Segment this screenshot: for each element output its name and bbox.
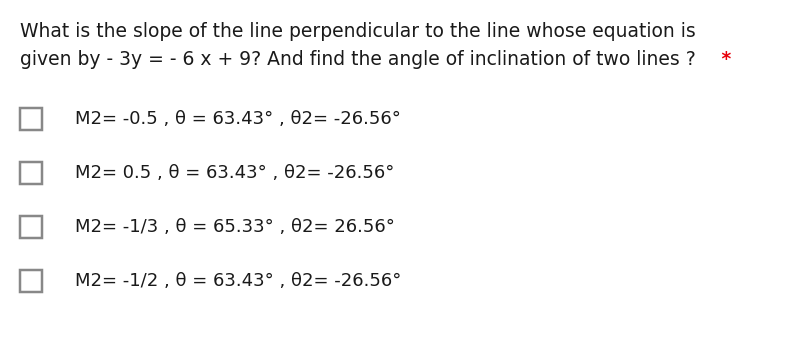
Text: given by - 3y = - 6 x + 9? And find the angle of inclination of two lines ?: given by - 3y = - 6 x + 9? And find the … xyxy=(20,50,696,69)
Text: M2= 0.5 , θ = 63.43° , θ2= -26.56°: M2= 0.5 , θ = 63.43° , θ2= -26.56° xyxy=(75,164,394,182)
FancyBboxPatch shape xyxy=(20,216,42,238)
Text: M2= -1/2 , θ = 63.43° , θ2= -26.56°: M2= -1/2 , θ = 63.43° , θ2= -26.56° xyxy=(75,272,402,290)
Text: M2= -0.5 , θ = 63.43° , θ2= -26.56°: M2= -0.5 , θ = 63.43° , θ2= -26.56° xyxy=(75,110,401,128)
FancyBboxPatch shape xyxy=(20,108,42,130)
Text: M2= -1/3 , θ = 65.33° , θ2= 26.56°: M2= -1/3 , θ = 65.33° , θ2= 26.56° xyxy=(75,218,395,236)
Text: *: * xyxy=(715,50,731,69)
FancyBboxPatch shape xyxy=(20,162,42,184)
Text: What is the slope of the line perpendicular to the line whose equation is: What is the slope of the line perpendicu… xyxy=(20,22,696,41)
FancyBboxPatch shape xyxy=(20,270,42,292)
